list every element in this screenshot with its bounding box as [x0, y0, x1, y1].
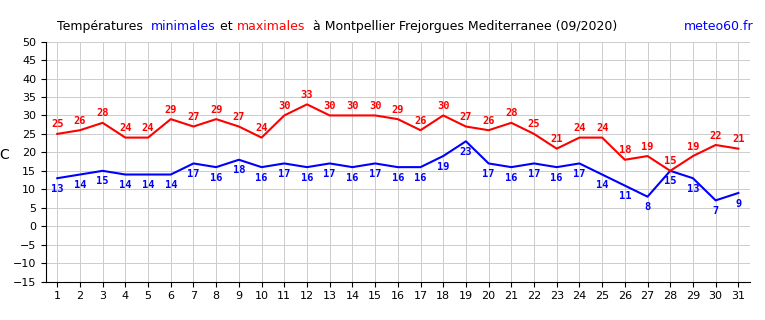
Text: 7: 7 [712, 206, 719, 216]
Text: 21: 21 [551, 134, 563, 144]
Text: 30: 30 [278, 101, 291, 111]
Text: 28: 28 [505, 108, 518, 118]
Text: 17: 17 [483, 169, 495, 179]
Text: 17: 17 [369, 169, 381, 179]
Text: 8: 8 [644, 202, 651, 212]
Text: 16: 16 [346, 173, 359, 183]
Text: 13: 13 [51, 184, 63, 194]
Text: 16: 16 [505, 173, 518, 183]
Text: 16: 16 [551, 173, 563, 183]
Text: 26: 26 [483, 116, 495, 126]
Text: 29: 29 [210, 105, 223, 115]
Text: 9: 9 [735, 198, 741, 209]
Text: 16: 16 [301, 173, 313, 183]
Text: 17: 17 [187, 169, 200, 179]
Text: 30: 30 [324, 101, 336, 111]
Text: 30: 30 [346, 101, 359, 111]
Text: 24: 24 [256, 123, 268, 133]
Text: 18: 18 [619, 145, 631, 155]
Text: 24: 24 [119, 123, 132, 133]
Text: 15: 15 [664, 156, 676, 166]
Text: 28: 28 [96, 108, 109, 118]
Text: 27: 27 [233, 112, 245, 122]
Text: meteo60.fr: meteo60.fr [684, 20, 754, 33]
Text: 30: 30 [369, 101, 381, 111]
Text: 16: 16 [256, 173, 268, 183]
Text: 33: 33 [301, 90, 313, 100]
Text: 16: 16 [210, 173, 223, 183]
Text: 19: 19 [687, 142, 699, 152]
Text: 26: 26 [73, 116, 86, 126]
Text: 16: 16 [392, 173, 404, 183]
Text: 27: 27 [187, 112, 200, 122]
Text: 14: 14 [73, 180, 86, 190]
Text: 15: 15 [96, 176, 109, 186]
Text: 22: 22 [709, 131, 722, 140]
Text: 17: 17 [278, 169, 291, 179]
Text: et: et [216, 20, 236, 33]
Text: à Montpellier Frejorgues Mediterranee (09/2020): à Montpellier Frejorgues Mediterranee (0… [305, 20, 617, 33]
Text: 30: 30 [437, 101, 450, 111]
Text: Températures: Températures [57, 20, 151, 33]
Text: 24: 24 [596, 123, 608, 133]
Text: minimales: minimales [151, 20, 216, 33]
Text: 16: 16 [415, 173, 427, 183]
Text: 29: 29 [164, 105, 177, 115]
Text: 14: 14 [596, 180, 608, 190]
Text: 14: 14 [164, 180, 177, 190]
Text: 25: 25 [51, 119, 63, 130]
Text: 24: 24 [142, 123, 155, 133]
Y-axis label: °C: °C [0, 148, 10, 162]
Text: maximales: maximales [236, 20, 305, 33]
Text: 17: 17 [573, 169, 586, 179]
Text: 23: 23 [460, 147, 472, 157]
Text: 15: 15 [664, 176, 676, 186]
Text: 29: 29 [392, 105, 404, 115]
Text: 18: 18 [233, 165, 245, 175]
Text: 14: 14 [119, 180, 132, 190]
Text: 19: 19 [641, 142, 654, 152]
Text: 24: 24 [573, 123, 586, 133]
Text: 27: 27 [460, 112, 472, 122]
Text: 11: 11 [619, 191, 631, 201]
Text: 13: 13 [687, 184, 699, 194]
Text: 14: 14 [142, 180, 155, 190]
Text: 19: 19 [437, 162, 450, 172]
Text: 17: 17 [324, 169, 336, 179]
Text: 26: 26 [415, 116, 427, 126]
Text: 17: 17 [528, 169, 540, 179]
Text: 25: 25 [528, 119, 540, 130]
Text: 21: 21 [732, 134, 744, 144]
